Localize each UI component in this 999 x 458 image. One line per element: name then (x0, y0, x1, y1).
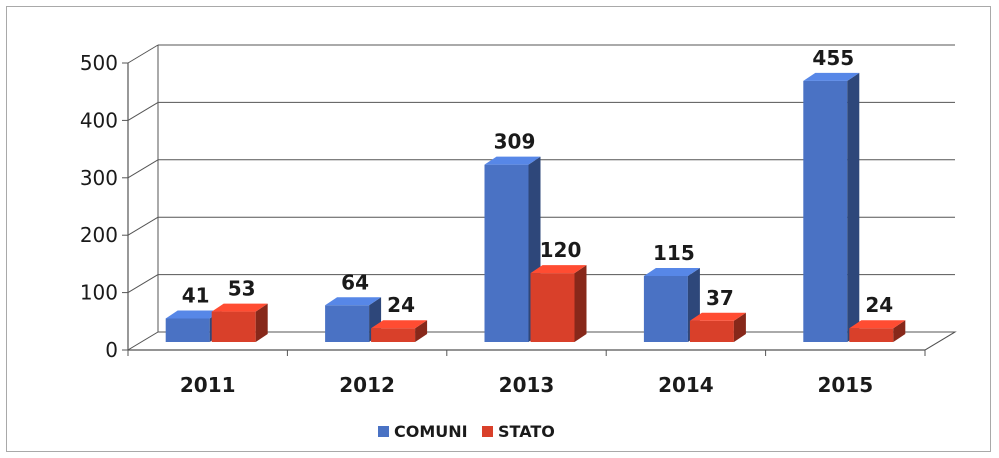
gridline-side (127, 216, 159, 236)
bar-side-stato-2011 (255, 303, 268, 342)
category-group-2015 (803, 72, 906, 342)
bar-stato-2014 (689, 320, 734, 342)
y-tick-label: 200 (80, 223, 118, 247)
category-label-2013: 2013 (499, 373, 555, 397)
data-label-comuni-2013: 309 (494, 130, 536, 154)
data-label-stato-2014: 37 (706, 286, 734, 310)
bar-stato-2012 (371, 328, 416, 342)
y-tick-labels: 0 100 200 300 400 500 (80, 51, 118, 362)
legend: COMUNI STATO (378, 422, 555, 441)
gridline-side (127, 101, 159, 121)
data-label-stato-2015: 24 (865, 293, 893, 317)
category-group-2012 (325, 297, 428, 342)
bar-side-stato-2012 (415, 320, 428, 342)
floor-edge (924, 331, 956, 351)
bar-side-stato-2013 (574, 265, 587, 342)
bar-stato-2015 (849, 328, 894, 342)
legend-item-comuni: COMUNI (378, 422, 468, 441)
axes (122, 45, 956, 356)
legend-swatch (378, 426, 389, 437)
category-group-2013 (484, 156, 587, 342)
data-labels: 41 53 64 24 309 120 115 37 455 24 (182, 46, 893, 317)
bar-side-stato-2015 (893, 320, 906, 342)
bar-top-comuni-2012 (325, 297, 382, 306)
data-label-stato-2012: 24 (387, 293, 415, 317)
bar-top-comuni-2015 (803, 72, 860, 81)
category-labels: 2011 2012 2013 2014 2015 (180, 373, 873, 397)
bar-side-stato-2014 (733, 312, 746, 342)
bar-stato-2011 (211, 311, 256, 342)
y-tick-label: 0 (105, 338, 118, 362)
category-label-2015: 2015 (817, 373, 873, 397)
data-label-stato-2013: 120 (540, 238, 582, 262)
bar-top-stato-2014 (689, 312, 746, 321)
legend-item-stato: STATO (482, 422, 555, 441)
category-group-2014 (643, 267, 746, 342)
bars (165, 72, 906, 342)
bar-top-comuni-2011 (165, 310, 222, 319)
bar-comuni-2013 (484, 164, 529, 342)
data-label-comuni-2015: 455 (812, 46, 854, 70)
y-tick-label: 500 (80, 51, 118, 75)
bar-comuni-2011 (165, 318, 210, 342)
data-label-comuni-2011: 41 (182, 283, 210, 307)
bar-top-stato-2012 (371, 320, 428, 329)
data-label-stato-2011: 53 (228, 277, 256, 301)
legend-label: COMUNI (394, 422, 468, 441)
data-label-comuni-2012: 64 (341, 270, 369, 294)
bar-top-stato-2015 (849, 320, 906, 329)
y-tick-label: 300 (80, 166, 118, 190)
back-wall (158, 45, 955, 332)
bar-comuni-2012 (325, 305, 370, 342)
bar-top-comuni-2014 (643, 267, 700, 276)
legend-swatch (482, 426, 493, 437)
gridline-side (127, 274, 159, 294)
gridline-side (127, 159, 159, 179)
bar-comuni-2015 (803, 80, 848, 342)
category-group-2011 (165, 303, 268, 342)
bar-side-comuni-2015 (847, 72, 860, 342)
y-tick-label: 400 (80, 108, 118, 132)
category-label-2011: 2011 (180, 373, 236, 397)
bar-stato-2013 (530, 273, 575, 342)
category-label-2014: 2014 (658, 373, 714, 397)
bar-top-stato-2013 (530, 265, 587, 274)
bar-comuni-2014 (643, 275, 688, 342)
bar-top-stato-2011 (211, 303, 268, 312)
legend-label: STATO (498, 422, 555, 441)
y-tick-label: 100 (80, 281, 118, 305)
data-label-comuni-2014: 115 (653, 241, 695, 265)
gridline-side (127, 44, 159, 64)
bar-top-comuni-2013 (484, 156, 541, 165)
category-label-2012: 2012 (339, 373, 395, 397)
